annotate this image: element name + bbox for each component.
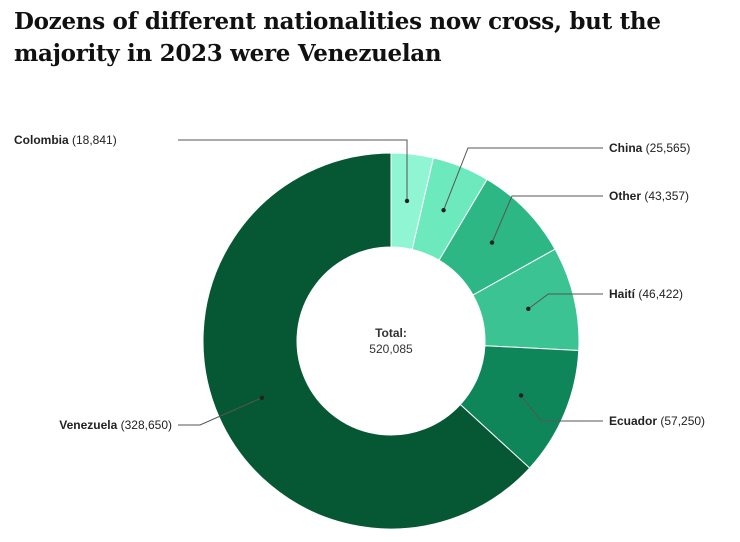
leader-lines-group — [178, 139, 603, 426]
label-name: China — [609, 141, 643, 155]
leader-dot-haití — [526, 306, 531, 312]
leader-dot-venezuela — [259, 395, 265, 400]
labels-group: Colombia (18,841) China (25,565) Other (43… — [14, 133, 705, 432]
label-haití: Haití (46,422) — [609, 287, 683, 301]
label-venezuela: Venezuela (328,650) — [59, 418, 172, 432]
leader-line-china — [443, 147, 603, 211]
label-name: Other — [609, 189, 641, 203]
label-value: (18,841) — [69, 133, 117, 147]
label-value: (328,650) — [117, 418, 172, 432]
label-name: Colombia — [14, 133, 69, 147]
leader-dot-china — [441, 207, 446, 213]
leader-line-other — [491, 195, 603, 243]
center-label: Total: — [375, 326, 407, 340]
label-value: (43,357) — [641, 189, 689, 203]
center-value: 520,085 — [369, 342, 413, 356]
label-china: China (25,565) — [609, 141, 690, 155]
leader-line-ecuador — [520, 395, 603, 422]
label-value: (46,422) — [635, 287, 683, 301]
slice-venezuela — [202, 152, 531, 530]
leader-line-haití — [527, 293, 603, 310]
label-name: Venezuela — [59, 418, 117, 432]
leader-line-venezuela — [178, 397, 263, 426]
leader-dot-ecuador — [518, 393, 524, 398]
label-value: (25,565) — [642, 141, 690, 155]
leader-line-colombia — [178, 139, 408, 201]
label-name: Haití — [609, 287, 636, 301]
label-other: Other (43,357) — [609, 189, 689, 203]
label-colombia: Colombia (18,841) — [14, 133, 117, 147]
label-value: (57,250) — [657, 414, 705, 428]
slices-group — [202, 152, 580, 530]
label-name: Ecuador — [609, 414, 657, 428]
label-ecuador: Ecuador (57,250) — [609, 414, 705, 428]
leader-dot-colombia — [404, 198, 410, 204]
chart-title: Dozens of different nationalities now cr… — [14, 8, 661, 67]
leader-dot-other — [489, 240, 495, 245]
